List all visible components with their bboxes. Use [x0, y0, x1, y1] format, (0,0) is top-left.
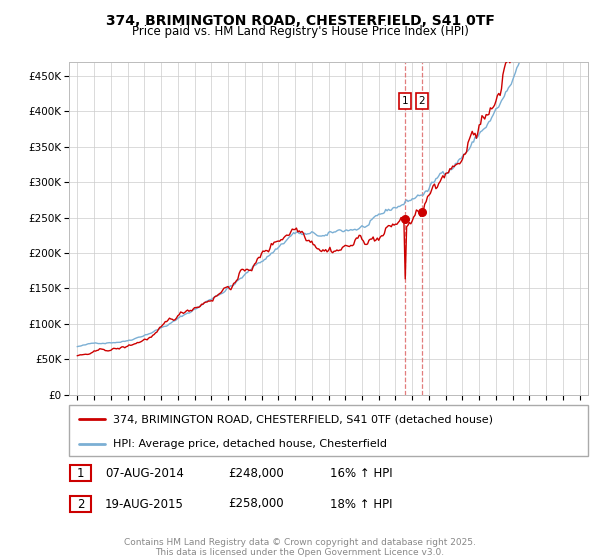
- Text: 2: 2: [77, 497, 84, 511]
- Text: HPI: Average price, detached house, Chesterfield: HPI: Average price, detached house, Ches…: [113, 438, 387, 449]
- Text: 374, BRIMINGTON ROAD, CHESTERFIELD, S41 0TF (detached house): 374, BRIMINGTON ROAD, CHESTERFIELD, S41 …: [113, 414, 493, 424]
- Text: 1: 1: [77, 466, 84, 480]
- FancyBboxPatch shape: [70, 496, 91, 512]
- Text: 2: 2: [419, 96, 425, 106]
- Text: £248,000: £248,000: [228, 466, 284, 480]
- Text: 1: 1: [402, 96, 409, 106]
- Text: 16% ↑ HPI: 16% ↑ HPI: [330, 466, 392, 480]
- Text: 18% ↑ HPI: 18% ↑ HPI: [330, 497, 392, 511]
- Text: £258,000: £258,000: [228, 497, 284, 511]
- Text: 19-AUG-2015: 19-AUG-2015: [105, 497, 184, 511]
- Text: 07-AUG-2014: 07-AUG-2014: [105, 466, 184, 480]
- Text: Price paid vs. HM Land Registry's House Price Index (HPI): Price paid vs. HM Land Registry's House …: [131, 25, 469, 38]
- FancyBboxPatch shape: [69, 405, 588, 456]
- Text: 374, BRIMINGTON ROAD, CHESTERFIELD, S41 0TF: 374, BRIMINGTON ROAD, CHESTERFIELD, S41 …: [106, 14, 494, 28]
- FancyBboxPatch shape: [70, 465, 91, 481]
- Text: Contains HM Land Registry data © Crown copyright and database right 2025.
This d: Contains HM Land Registry data © Crown c…: [124, 538, 476, 557]
